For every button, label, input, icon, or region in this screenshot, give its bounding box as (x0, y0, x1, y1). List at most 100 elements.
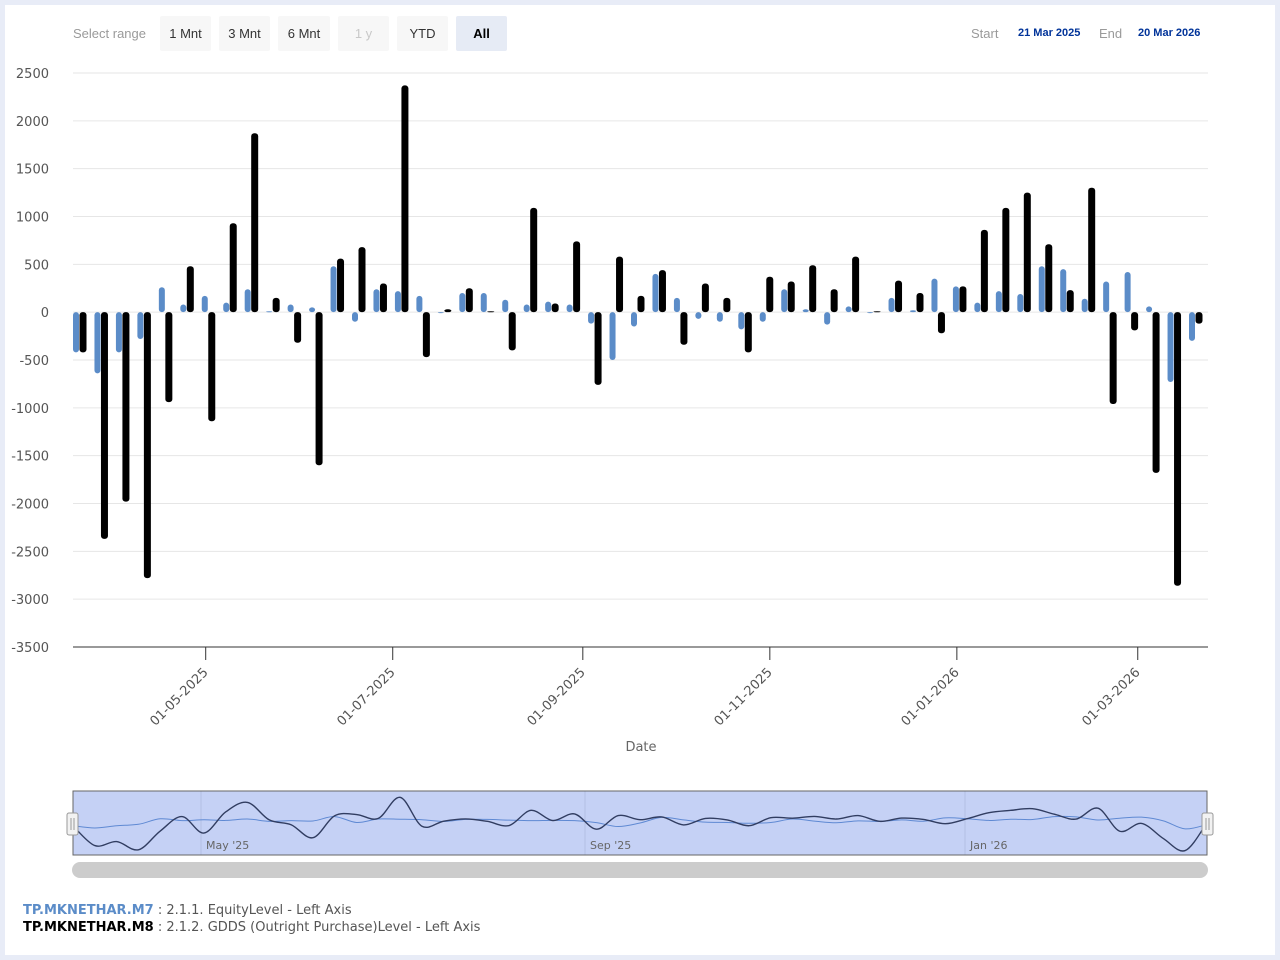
legend-item-m8[interactable]: TP.MKNETHAR.M8 : 2.1.2. GDDS (Outright P… (23, 920, 480, 935)
bar-m7[interactable] (201, 295, 208, 313)
bar-m8[interactable] (143, 312, 151, 579)
range-button-1-month[interactable]: 1 Mnt (160, 16, 211, 51)
bar-m7[interactable] (1060, 269, 1067, 313)
bar-m7[interactable] (437, 312, 444, 314)
bar-m8[interactable] (1088, 187, 1096, 313)
bar-m8[interactable] (873, 311, 881, 313)
bar-m7[interactable] (1103, 281, 1110, 313)
bar-m8[interactable] (787, 281, 795, 313)
bar-m7[interactable] (309, 307, 316, 313)
bar-m7[interactable] (459, 293, 466, 313)
bar-m8[interactable] (165, 312, 173, 403)
bar-m7[interactable] (652, 273, 659, 313)
bar-m7[interactable] (330, 266, 337, 313)
bar-m8[interactable] (895, 280, 903, 313)
bar-m7[interactable] (974, 302, 981, 313)
bar-m8[interactable] (251, 133, 259, 313)
bar-m7[interactable] (781, 289, 788, 313)
scrollbar[interactable] (72, 862, 1208, 878)
bar-m7[interactable] (910, 310, 916, 313)
bar-m8[interactable] (379, 283, 387, 313)
bar-m7[interactable] (94, 312, 101, 374)
bar-m8[interactable] (937, 312, 945, 334)
bar-m8[interactable] (1152, 312, 1160, 473)
bar-m7[interactable] (566, 304, 573, 313)
bar-m7[interactable] (416, 295, 423, 313)
bar-m8[interactable] (1023, 192, 1031, 313)
bar-m8[interactable] (723, 297, 731, 313)
bar-m7[interactable] (480, 293, 487, 313)
bar-m8[interactable] (186, 266, 194, 313)
bar-m8[interactable] (959, 286, 967, 313)
bar-m8[interactable] (1045, 244, 1053, 313)
bar-m7[interactable] (244, 289, 251, 313)
bar-m7[interactable] (137, 312, 144, 339)
bar-m7[interactable] (631, 312, 637, 327)
bar-m7[interactable] (523, 304, 530, 313)
bar-m8[interactable] (701, 283, 709, 313)
navigator-handle-left[interactable] (66, 812, 79, 836)
bar-m8[interactable] (1195, 312, 1203, 324)
bar-m7[interactable] (1017, 293, 1024, 313)
bar-m8[interactable] (208, 312, 216, 422)
range-button-all[interactable]: All (456, 16, 507, 51)
bar-m8[interactable] (444, 309, 452, 313)
bar-m8[interactable] (79, 312, 87, 353)
bar-m8[interactable] (830, 289, 838, 313)
bar-m7[interactable] (845, 306, 852, 313)
bar-m8[interactable] (1131, 312, 1139, 331)
bar-m8[interactable] (916, 293, 924, 313)
bar-m7[interactable] (995, 291, 1002, 313)
bar-m8[interactable] (465, 288, 473, 313)
bar-m8[interactable] (401, 85, 409, 313)
bar-m7[interactable] (287, 304, 294, 313)
bar-m8[interactable] (422, 312, 430, 358)
bar-m8[interactable] (294, 312, 302, 343)
bar-m7[interactable] (352, 312, 358, 322)
end-date-input[interactable]: 20 Mar 2026 (1138, 27, 1201, 39)
bar-m7[interactable] (115, 312, 122, 353)
bar-m7[interactable] (1146, 306, 1153, 313)
bar-m8[interactable] (272, 297, 280, 313)
navigator-handle-right[interactable] (1201, 812, 1214, 836)
bar-m8[interactable] (1002, 207, 1010, 313)
bar-m8[interactable] (852, 256, 860, 313)
bar-m8[interactable] (809, 265, 817, 313)
bar-m7[interactable] (373, 289, 380, 313)
bar-m7[interactable] (738, 312, 745, 330)
bar-m7[interactable] (1124, 271, 1131, 313)
bar-m7[interactable] (867, 312, 874, 314)
bar-m8[interactable] (658, 270, 666, 313)
bar-m7[interactable] (716, 312, 723, 322)
bar-m8[interactable] (637, 295, 645, 313)
start-date-input[interactable]: 21 Mar 2025 (1018, 27, 1081, 39)
bar-m8[interactable] (1174, 312, 1182, 586)
bar-m8[interactable] (680, 312, 688, 345)
bar-m7[interactable] (952, 286, 959, 313)
bar-m8[interactable] (358, 247, 366, 313)
range-button-3-months[interactable]: 3 Mnt (219, 16, 270, 51)
bar-m7[interactable] (673, 297, 680, 313)
bar-m8[interactable] (1109, 312, 1117, 405)
bar-m7[interactable] (802, 309, 809, 313)
bar-m8[interactable] (616, 256, 624, 313)
bar-m8[interactable] (766, 276, 774, 313)
bar-m8[interactable] (122, 312, 130, 502)
bar-m8[interactable] (594, 312, 602, 385)
bar-m7[interactable] (695, 312, 702, 319)
bar-m8[interactable] (744, 312, 752, 353)
bar-m7[interactable] (609, 312, 616, 360)
bar-m8[interactable] (229, 223, 237, 313)
bar-m8[interactable] (551, 303, 559, 313)
bar-m8[interactable] (980, 229, 988, 313)
bar-m7[interactable] (824, 312, 831, 325)
bar-m7[interactable] (266, 311, 273, 313)
navigator-mask[interactable] (72, 790, 1208, 856)
bar-m7[interactable] (502, 299, 509, 313)
bar-m7[interactable] (1167, 312, 1174, 383)
bar-m8[interactable] (487, 311, 495, 313)
range-button-6-months[interactable]: 6 Mnt (278, 16, 330, 51)
bar-m7[interactable] (545, 301, 552, 313)
bar-m7[interactable] (180, 304, 187, 313)
bar-m7[interactable] (158, 287, 165, 313)
